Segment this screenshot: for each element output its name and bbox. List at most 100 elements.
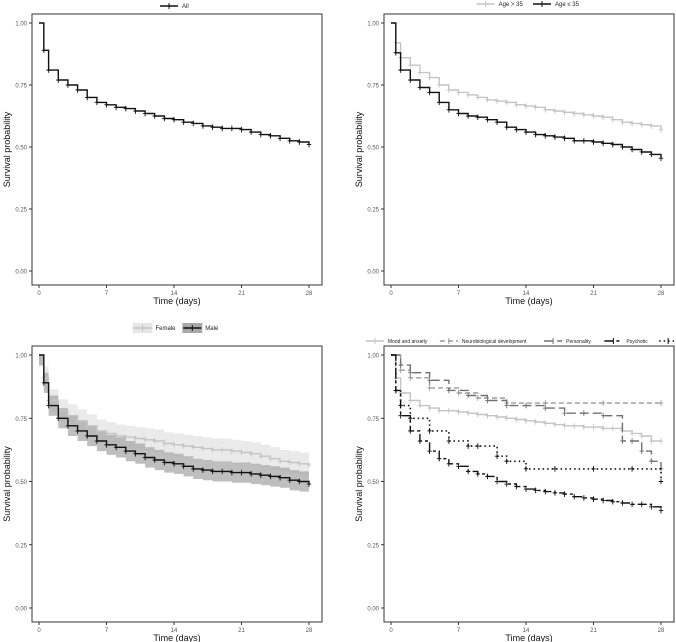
censor-mark	[408, 62, 413, 68]
censor-mark	[543, 420, 548, 427]
panel-diagnosis: 0.00 0.25 0.50 0.75 1.00 0 7 14 21 28 Time (days) S…	[354, 338, 676, 642]
censor-mark	[162, 115, 167, 122]
censor-mark	[591, 466, 596, 472]
censor-mark	[427, 89, 432, 96]
censor-mark	[494, 119, 500, 125]
censor-mark	[504, 481, 509, 487]
censor-mark	[268, 455, 273, 462]
censor-mark	[398, 67, 403, 73]
censor-mark	[514, 483, 519, 490]
censor-mark	[398, 402, 403, 409]
censor-mark	[297, 460, 302, 467]
censor-mark	[581, 495, 587, 501]
censor-mark	[65, 82, 71, 88]
censor-mark	[494, 453, 500, 459]
censor-mark	[533, 131, 538, 138]
censor-mark	[437, 99, 442, 106]
censor-mark	[113, 433, 119, 439]
censor-mark	[456, 409, 461, 415]
legend-item-all: All	[160, 3, 189, 10]
censor-mark	[591, 139, 596, 145]
censor-mark	[552, 490, 558, 496]
legend-label: Male	[205, 326, 219, 332]
censor-mark	[398, 362, 403, 368]
y-axis-label: Survival probability	[354, 446, 364, 522]
censor-mark	[514, 126, 519, 133]
legend: Age > 35 Age ≤ 35	[476, 1, 580, 8]
censor-mark	[610, 116, 615, 123]
censor-mark	[504, 124, 509, 130]
censor-mark	[152, 113, 157, 119]
y-tick-label: 0.25	[15, 208, 27, 214]
censor-mark	[437, 82, 442, 88]
censor-mark	[287, 477, 292, 484]
x-tick-label: 0	[37, 628, 41, 634]
censor-mark	[229, 448, 235, 454]
censor-mark	[572, 493, 577, 500]
censor-mark	[658, 400, 664, 406]
censor-mark	[600, 425, 606, 432]
x-axis-label: Time (days)	[153, 296, 200, 306]
legend-item-age-35: Age ≤ 35	[533, 1, 580, 8]
plot-frame	[31, 13, 323, 286]
censor-mark	[85, 94, 90, 101]
censor-mark	[152, 457, 157, 463]
censor-mark	[629, 438, 635, 444]
censor-mark	[475, 411, 480, 418]
censor-mark	[220, 468, 225, 475]
plot-area	[391, 354, 664, 514]
censor-mark	[485, 473, 490, 480]
censor-mark	[543, 488, 548, 495]
censor-mark	[297, 139, 302, 145]
censor-mark	[639, 149, 644, 155]
censor-mark	[456, 89, 461, 96]
censor-mark	[56, 77, 61, 83]
censor-mark	[552, 134, 558, 140]
censor-mark	[229, 469, 235, 476]
censor-mark	[658, 507, 664, 514]
censor-mark	[639, 448, 644, 454]
censor-mark	[620, 119, 625, 125]
censor-mark	[75, 87, 80, 93]
censor-mark	[306, 481, 312, 487]
y-tick-label: 0.25	[367, 208, 379, 214]
censor-mark	[465, 410, 471, 416]
censor-mark	[268, 473, 273, 480]
censor-mark	[523, 129, 529, 135]
y-axis-label: Survival probability	[354, 111, 364, 187]
censor-mark	[239, 469, 244, 476]
y-tick-label: 0.75	[367, 417, 379, 423]
censor-mark	[393, 387, 399, 394]
x-tick-label: 0	[389, 291, 393, 297]
censor-mark	[485, 116, 490, 123]
censor-mark	[475, 114, 480, 121]
y-tick-label: 0.50	[367, 146, 379, 152]
censor-mark	[523, 417, 529, 424]
x-tick-label: 0	[389, 628, 393, 634]
censor-mark	[600, 400, 606, 406]
y-tick-label: 1.00	[15, 354, 27, 360]
plot-frame	[383, 345, 675, 623]
censor-mark	[658, 155, 664, 161]
censor-mark	[446, 107, 452, 113]
censor-mark	[494, 478, 500, 485]
censor-mark	[629, 146, 635, 153]
panel-age: 0.00 0.25 0.50 0.75 1.00 0 7 14 21 28 Time (days) S…	[354, 1, 675, 306]
censor-mark	[562, 135, 567, 142]
x-tick-label: 28	[306, 291, 313, 297]
censor-mark	[417, 402, 423, 409]
x-tick-label: 21	[238, 628, 245, 634]
censor-mark	[75, 428, 80, 434]
censor-mark	[591, 113, 596, 119]
censor-mark	[277, 135, 283, 142]
legend-item-mood-and-anxiety: Mood and anxiety	[365, 338, 428, 345]
legend-label: All	[182, 4, 189, 10]
x-tick-label: 28	[306, 628, 313, 634]
y-tick-label: 0.00	[367, 607, 379, 613]
censor-mark	[504, 415, 509, 422]
censor-mark	[600, 114, 606, 121]
plot-frame	[383, 13, 675, 286]
censor-mark	[239, 126, 244, 133]
censor-mark	[123, 105, 128, 112]
censor-mark	[475, 395, 480, 401]
